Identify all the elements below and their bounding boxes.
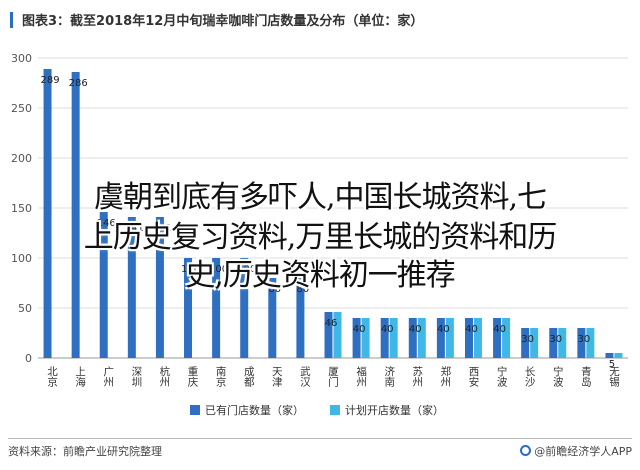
bar-planned-stores [361,318,370,358]
y-tick-label: 0 [25,352,32,365]
bar-existing-stores [212,258,221,358]
title-accent-bar [10,12,13,28]
x-tick-label: 北京 [46,366,58,388]
data-label: 40 [465,324,478,335]
x-tick-label: 济南 [383,365,395,387]
bar-existing-stores [352,318,361,358]
legend-swatch [190,405,200,415]
data-label: 40 [493,324,506,335]
data-label: 141 [125,223,144,234]
bar-planned-stores [614,353,623,358]
data-label: 30 [549,334,562,345]
bar-planned-stores [473,318,482,358]
bar-planned-stores [333,312,342,358]
legend-label: 已有门店数量（家） [205,403,304,417]
x-tick-label: 福州 [355,365,367,387]
bar-existing-stores [127,217,136,358]
bar-existing-stores [240,258,249,358]
x-tick-label: 苏州 [411,365,423,387]
credit-text: @前瞻经济学人APP [534,445,632,458]
legend-label: 计划开店数量（家） [345,403,444,417]
y-tick-label: 100 [11,252,32,265]
data-label: 80 [297,284,310,295]
source-note: 资料来源：前瞻产业研究院整理 [8,445,162,458]
x-tick-label: 杭州 [158,365,170,387]
data-label: 40 [353,324,366,335]
bar-planned-stores [530,328,539,358]
x-tick-label: 上海 [74,366,86,388]
x-tick-label: 深圳 [130,366,142,387]
x-tick-label: 无锡 [608,366,620,388]
data-label: 289 [41,75,60,86]
x-tick-label: 长沙 [524,366,536,387]
bar-existing-stores [549,328,558,358]
data-label: 46 [325,318,338,329]
x-tick-label: 天津 [271,366,283,388]
x-tick-label: 青岛 [580,365,592,388]
x-tick-label: 武汉 [299,365,311,388]
x-tick-label: 西安 [467,366,479,388]
bar-existing-stores [71,72,80,358]
data-label: 100 [181,264,200,275]
data-label: 5 [609,359,615,370]
chart-title: 图表3：截至2018年12月中旬瑞幸咖啡门店数量及分布（单位：家） [22,14,424,29]
data-label: 286 [69,78,88,89]
x-tick-label: 厦门 [327,366,339,388]
data-label: 40 [437,324,450,335]
x-tick-label: 重庆 [187,365,199,388]
data-label: 146 [97,218,116,229]
bar-planned-stores [586,328,595,358]
bar-existing-stores [493,318,502,358]
bar-existing-stores [577,328,586,358]
bar-existing-stores [380,318,389,358]
y-tick-label: 200 [11,152,32,165]
bar-planned-stores [417,318,426,358]
bar-existing-stores [99,212,108,358]
overlay-line-2: 上历史复习资料,万里长城的资料和历 [83,220,558,255]
bar-existing-stores [436,318,445,358]
chart-title-row: 图表3：截至2018年12月中旬瑞幸咖啡门店数量及分布（单位：家） [10,8,630,34]
bar-planned-stores [502,318,511,358]
x-tick-label: 广州 [102,366,114,387]
data-label: 40 [381,324,394,335]
data-label: 30 [577,334,590,345]
bar-existing-stores [296,278,305,358]
x-tick-label: 宁波 [552,365,564,388]
data-label: 30 [521,334,534,345]
credit: @前瞻经济学人APP [520,443,632,459]
overlay-line-3: 史,历史资料初一推荐 [185,258,456,293]
bar-planned-stores [558,328,567,358]
x-tick-label: 宁波 [496,365,508,388]
y-tick-label: 50 [18,302,32,315]
y-tick-label: 150 [11,202,32,215]
bar-existing-stores [155,217,164,358]
bar-existing-stores [521,328,530,358]
footer-divider [8,438,632,439]
bar-existing-stores [408,318,417,358]
x-tick-label: 南京 [215,365,227,388]
legend-swatch [330,405,340,415]
bar-planned-stores [389,318,398,358]
bar-existing-stores [268,278,277,358]
x-tick-label: 成都 [243,366,255,388]
logo-circle-icon [520,445,532,456]
overlay-line-1: 虞朝到底有多吓人,中国长城资料,七 [93,180,547,215]
data-label: 141 [153,223,172,234]
bar-existing-stores [324,312,333,358]
bar-planned-stores [445,318,454,358]
y-tick-label: 300 [11,52,32,65]
data-label: 80 [268,284,281,295]
data-label: 100 [209,264,228,275]
bar-existing-stores [43,69,52,358]
bar-existing-stores [184,258,193,358]
y-tick-label: 250 [11,102,32,115]
bar-existing-stores [464,318,473,358]
bar-existing-stores [605,353,614,358]
data-label: 40 [409,324,422,335]
data-label: 100 [237,264,256,275]
x-tick-label: 郑州 [439,365,451,387]
